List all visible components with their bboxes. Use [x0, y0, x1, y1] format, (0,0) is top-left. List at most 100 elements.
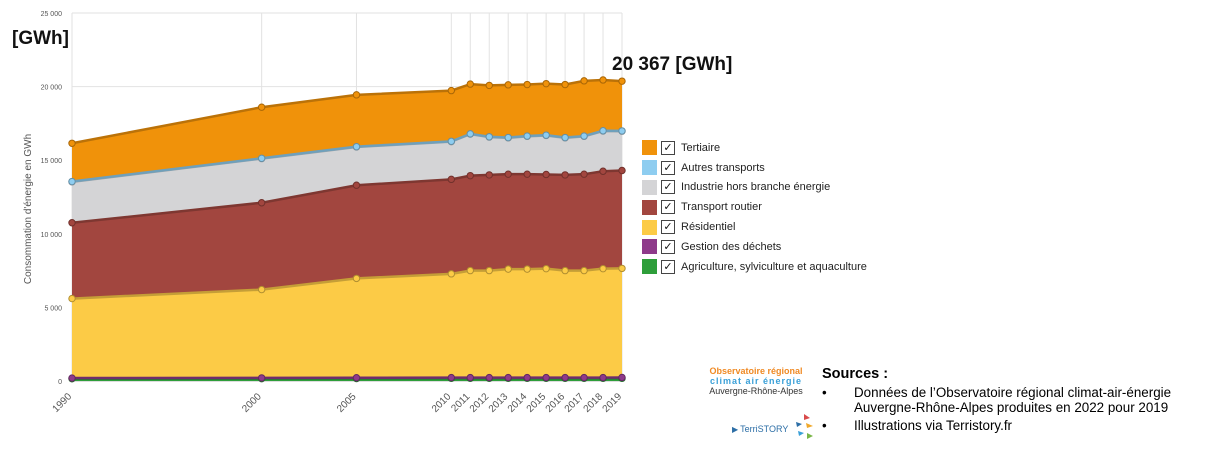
checkbox-icon[interactable]: ✓ — [661, 160, 675, 175]
x-tick-label: 2019 — [601, 391, 625, 415]
stacked-area-chart: 0 5 000 10 000 15 000 20 000 25 000 1990 2000 20… — [23, 11, 626, 415]
data-point — [561, 373, 569, 382]
legend-item-agriculture[interactable]: ✓ Agriculture, sylviculture et aquacultu… — [642, 257, 867, 277]
data-point — [599, 167, 607, 175]
x-tick-label: 2016 — [544, 391, 568, 415]
data-point — [561, 266, 569, 275]
area-series — [72, 170, 622, 299]
data-point — [352, 374, 361, 382]
logo-line3: Auvergne-Rhône-Alpes — [709, 386, 803, 396]
legend-label: Agriculture, sylviculture et aquaculture — [681, 260, 867, 273]
data-point — [618, 373, 626, 382]
legend-label: Gestion des déchets — [681, 240, 782, 253]
colored-triangles-icon — [796, 414, 813, 439]
data-point — [257, 285, 266, 294]
unit-label: [GWh] — [12, 28, 69, 49]
data-point — [542, 131, 550, 139]
legend-label: Transport routier — [681, 201, 762, 214]
x-tick-label: 2014 — [506, 391, 530, 415]
x-tick-label: 2015 — [525, 391, 549, 415]
legend-swatch — [642, 199, 657, 215]
data-point — [447, 175, 456, 184]
data-point — [447, 373, 456, 382]
data-point — [257, 374, 266, 382]
legend-swatch — [642, 140, 657, 156]
data-point — [542, 79, 550, 88]
y-tick-label: 0 — [58, 379, 62, 386]
data-point — [618, 127, 626, 135]
legend-label: Résidentiel — [681, 221, 736, 234]
data-point — [618, 264, 626, 273]
data-point — [466, 171, 474, 180]
logo-line2: climat air énergie — [709, 376, 803, 386]
data-point — [523, 80, 531, 89]
y-axis-title: Consommation d'énergie en GWh — [23, 134, 34, 284]
legend-swatch — [642, 219, 657, 235]
legend-label: Autres transports — [681, 161, 765, 174]
legend-swatch — [642, 160, 657, 176]
source-text: Illustrations via Terristory.fr — [854, 418, 1012, 433]
data-point — [523, 132, 531, 140]
data-point — [561, 80, 569, 89]
total-label: 20 367 [GWh] — [612, 54, 733, 75]
source-text: Données de l’Observatoire régional clima… — [854, 385, 1172, 415]
legend-item-autres-transports[interactable]: ✓ Autres transports — [642, 158, 867, 178]
checkbox-icon[interactable]: ✓ — [661, 239, 675, 254]
data-point — [599, 76, 607, 84]
legend-swatch — [642, 179, 657, 195]
x-tick-label: 2000 — [240, 391, 264, 415]
data-point — [580, 77, 588, 85]
sources-title: Sources : — [822, 366, 889, 382]
y-tick-label: 25 000 — [41, 11, 63, 18]
legend-item-residentiel[interactable]: ✓ Résidentiel — [642, 217, 867, 237]
data-point — [599, 264, 607, 273]
data-point — [523, 265, 531, 273]
legend-item-transport-routier[interactable]: ✓ Transport routier — [642, 197, 867, 217]
data-point — [447, 270, 456, 278]
data-point — [447, 86, 456, 95]
data-point — [580, 266, 588, 275]
data-point — [68, 139, 76, 147]
data-point — [485, 81, 493, 90]
data-point — [523, 373, 531, 382]
data-point — [561, 171, 569, 179]
y-tick-label: 15 000 — [41, 158, 63, 165]
x-tick-label: 2010 — [430, 391, 454, 415]
chart-legend: ✓ Tertiaire ✓ Autres transports ✓ Indust… — [642, 138, 867, 277]
area-series — [72, 268, 622, 379]
checkbox-icon[interactable]: ✓ — [661, 200, 675, 215]
legend-item-industrie[interactable]: ✓ Industrie hors branche énergie — [642, 178, 867, 198]
data-point — [68, 294, 76, 303]
legend-item-tertiaire[interactable]: ✓ Tertiaire — [642, 138, 867, 158]
bullet-icon: • — [822, 418, 827, 433]
data-point — [485, 133, 493, 141]
area-series — [72, 131, 622, 223]
data-point — [542, 373, 550, 382]
data-point — [504, 81, 512, 89]
sources-block: Sources : • Données de l’Observatoire ré… — [822, 366, 1192, 436]
data-point — [68, 219, 76, 227]
data-point — [466, 80, 474, 88]
x-tick-label: 2011 — [449, 391, 472, 414]
data-point — [523, 170, 531, 178]
checkbox-icon[interactable]: ✓ — [661, 180, 675, 195]
area-series — [72, 79, 622, 182]
checkbox-icon[interactable]: ✓ — [661, 259, 675, 274]
data-point — [68, 177, 76, 186]
series-line — [71, 376, 623, 380]
data-point — [561, 133, 569, 142]
terristory-wordmark: TerriSTORY — [740, 424, 789, 434]
bullet-icon: • — [822, 385, 827, 400]
logo-line1: Observatoire régional — [709, 366, 803, 376]
data-point — [466, 373, 474, 382]
x-tick-label: 1990 — [51, 391, 75, 415]
data-point — [504, 133, 512, 142]
legend-swatch — [642, 239, 657, 255]
data-point — [352, 142, 361, 151]
legend-item-gestion-dechets[interactable]: ✓ Gestion des déchets — [642, 237, 867, 257]
x-tick-label: 2005 — [335, 391, 359, 415]
data-point — [504, 373, 512, 382]
data-point — [580, 373, 588, 382]
checkbox-icon[interactable]: ✓ — [661, 220, 675, 235]
checkbox-icon[interactable]: ✓ — [661, 140, 675, 155]
